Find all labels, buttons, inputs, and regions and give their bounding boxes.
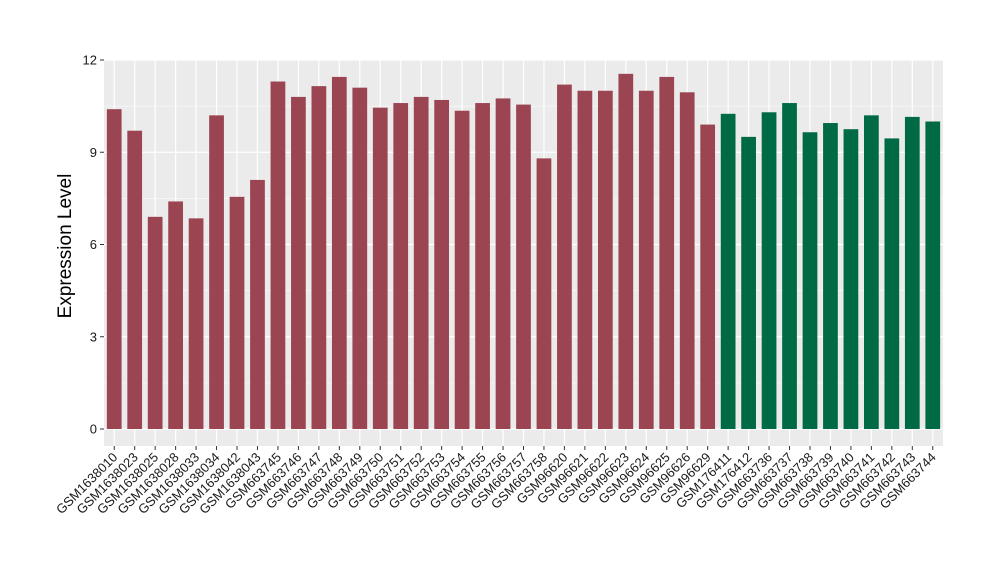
bar-GSM663741 <box>864 115 879 429</box>
bar-GSM663748 <box>331 76 347 429</box>
bar-GSM96622 <box>597 90 613 429</box>
bars <box>106 73 941 430</box>
y-tick-label: 0 <box>90 422 97 437</box>
bar-GSM1638033 <box>188 218 204 429</box>
bar-GSM96625 <box>659 76 675 429</box>
bar-GSM663754 <box>454 110 470 430</box>
y-axis: 0 3 6 9 12 <box>83 53 104 437</box>
bar-GSM663736 <box>761 112 777 430</box>
bar-GSM663743 <box>904 116 920 429</box>
bar-GSM663752 <box>413 96 429 430</box>
bar-GSM663737 <box>782 103 797 430</box>
bar-GSM663740 <box>843 129 859 429</box>
bar-GSM663749 <box>352 87 368 430</box>
bar-GSM663745 <box>270 81 286 430</box>
bar-GSM1638043 <box>250 179 265 429</box>
bar-GSM1638028 <box>168 201 183 429</box>
bar-GSM663750 <box>372 107 388 429</box>
bar-GSM96623 <box>618 73 634 430</box>
y-tick-label: 3 <box>90 329 97 344</box>
y-tick-label: 6 <box>90 237 97 252</box>
bar-GSM663756 <box>495 98 511 429</box>
bar-GSM663753 <box>434 99 450 429</box>
bar-GSM663742 <box>884 138 900 429</box>
bar-GSM663758 <box>536 158 552 429</box>
bar-GSM663739 <box>823 123 838 429</box>
y-tick-label: 9 <box>90 145 97 160</box>
bar-GSM96626 <box>679 92 695 429</box>
bar-GSM1638023 <box>127 130 143 429</box>
x-axis: GSM1638010GSM1638023GSM1638025GSM1638028… <box>53 446 939 517</box>
bar-GSM176412 <box>741 136 756 429</box>
bar-GSM1638034 <box>209 115 224 429</box>
bar-GSM1638010 <box>106 109 122 429</box>
bar-GSM663738 <box>802 132 818 429</box>
bar-GSM1638042 <box>229 196 245 429</box>
bar-GSM663744 <box>925 121 941 429</box>
bar-GSM96629 <box>700 124 716 429</box>
bar-GSM96621 <box>577 90 593 429</box>
bar-GSM96620 <box>557 84 572 429</box>
y-axis-title: Expression Level <box>55 174 76 319</box>
bar-GSM663757 <box>516 104 531 430</box>
bar-GSM663747 <box>311 86 327 429</box>
bar-GSM176411 <box>720 113 736 429</box>
bar-GSM1638025 <box>147 216 163 429</box>
bar-GSM663746 <box>291 96 306 430</box>
bar-GSM96624 <box>638 90 654 429</box>
bar-GSM663755 <box>475 103 490 430</box>
bar-GSM663751 <box>393 103 409 430</box>
y-tick-label: 12 <box>83 53 97 68</box>
